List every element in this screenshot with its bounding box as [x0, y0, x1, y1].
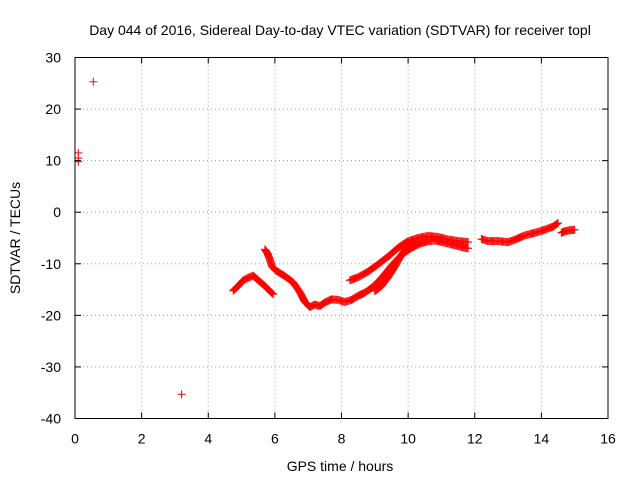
y-tick-label: -20 [41, 307, 61, 323]
data-point [554, 219, 563, 228]
x-tick-label: 14 [534, 431, 550, 447]
y-axis-label: SDTVAR / TECUs [7, 182, 23, 294]
data-point [267, 288, 276, 297]
y-tick-label: 30 [45, 50, 61, 66]
x-tick-label: 6 [271, 431, 279, 447]
x-tick-label: 10 [400, 431, 416, 447]
x-axis-label: GPS time / hours [287, 458, 394, 474]
data-points [74, 77, 579, 399]
data-point [408, 239, 417, 248]
data-point [268, 289, 277, 298]
y-tick-label: 10 [45, 153, 61, 169]
y-tick-label: -30 [41, 359, 61, 375]
x-tick-label: 0 [71, 431, 79, 447]
x-tick-label: 4 [204, 431, 212, 447]
x-tick-label: 8 [338, 431, 346, 447]
chart-title: Day 044 of 2016, Sidereal Day-to-day VTE… [89, 22, 591, 38]
data-point [552, 220, 561, 229]
y-tick-label: -40 [41, 411, 61, 427]
data-point [409, 238, 418, 247]
data-point [553, 219, 562, 228]
data-point [464, 238, 473, 247]
y-tick-label: -10 [41, 256, 61, 272]
data-point [570, 225, 579, 234]
y-tick-label: 20 [45, 101, 61, 117]
x-tick-label: 16 [600, 431, 616, 447]
axis-ticks [74, 57, 609, 419]
data-point [177, 390, 186, 399]
data-point [89, 77, 98, 86]
x-tick-label: 2 [138, 431, 146, 447]
data-point [269, 290, 278, 299]
x-tick-label: 12 [467, 431, 483, 447]
data-point [74, 157, 83, 166]
y-tick-label: 0 [53, 204, 61, 220]
tick-labels: 0 2 4 6 8 10 12 14 16 -40 -30 -20 -10 0 10 20 30 [41, 50, 616, 447]
data-point [410, 238, 419, 247]
